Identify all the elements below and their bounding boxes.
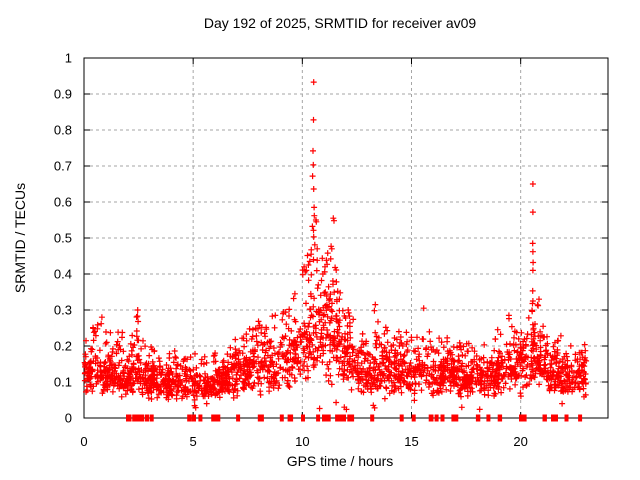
zero-flag: [135, 414, 140, 422]
y-tick-label: 0.3: [54, 303, 72, 318]
zero-flag: [144, 414, 150, 422]
x-tick-label: 5: [190, 434, 197, 449]
zero-flag: [451, 414, 456, 422]
zero-flag: [322, 414, 331, 422]
zero-flag: [211, 414, 217, 422]
x-tick-label: 20: [513, 434, 527, 449]
y-tick-label: 0.9: [54, 87, 72, 102]
gridlines: [84, 58, 608, 418]
zero-flag: [564, 414, 569, 422]
zero-flag: [440, 414, 445, 422]
zero-flag: [350, 414, 355, 422]
zero-flag: [132, 414, 137, 422]
y-axis-label: SRMTID / TECUs: [12, 183, 28, 293]
zero-flag: [191, 414, 196, 422]
zero-flag: [287, 414, 294, 422]
y-tick-label: 0.4: [54, 267, 72, 282]
zero-flag: [551, 414, 555, 422]
x-tick-label: 15: [404, 434, 418, 449]
chart-title: Day 192 of 2025, SRMTID for receiver av0…: [204, 15, 477, 31]
zero-flag: [454, 414, 459, 422]
tick-labels: 0 5 10 15 20 0 0.1 0.2 0.3 0.4 0.5 0.6 0.7 0.8 0.9 1: [54, 51, 528, 450]
zero-flag: [434, 414, 439, 422]
zero-flag: [301, 414, 305, 422]
x-tick-label: 0: [80, 434, 87, 449]
zero-flag: [370, 414, 375, 422]
zero-flag: [486, 414, 491, 422]
zero-flag: [399, 414, 404, 422]
zero-flag: [316, 414, 321, 422]
y-tick-label: 0.8: [54, 123, 72, 138]
zero-flag: [149, 414, 154, 422]
y-tick-label: 0: [65, 411, 72, 426]
zero-flag: [187, 414, 192, 422]
zero-flag: [428, 414, 434, 422]
data-points: [81, 79, 590, 413]
zero-flag: [335, 414, 346, 422]
y-tick-label: 0.5: [54, 231, 72, 246]
zero-flag: [519, 414, 525, 422]
zero-flag-markers: [126, 414, 583, 422]
y-tick-label: 0.1: [54, 375, 72, 390]
y-tick-label: 0.2: [54, 339, 72, 354]
x-tick-label: 10: [295, 434, 309, 449]
zero-flag: [578, 414, 583, 422]
zero-flag: [279, 414, 284, 422]
zero-flag: [475, 414, 481, 422]
zero-flag: [542, 414, 547, 422]
x-axis-label: GPS time / hours: [287, 453, 394, 469]
zero-flag: [522, 414, 527, 422]
zero-flag: [139, 414, 144, 422]
zero-flag: [236, 414, 241, 422]
zero-flag: [126, 414, 132, 422]
zero-flag: [198, 414, 203, 422]
zero-flag: [216, 414, 221, 422]
zero-flag: [347, 414, 352, 422]
zero-flag: [497, 414, 503, 422]
y-tick-label: 0.7: [54, 159, 72, 174]
scatter-points-path: [81, 79, 590, 413]
zero-flag: [257, 414, 264, 422]
y-tick-label: 0.6: [54, 195, 72, 210]
zero-flag: [411, 414, 416, 422]
zero-flag: [554, 414, 558, 422]
y-tick-label: 1: [65, 51, 72, 66]
